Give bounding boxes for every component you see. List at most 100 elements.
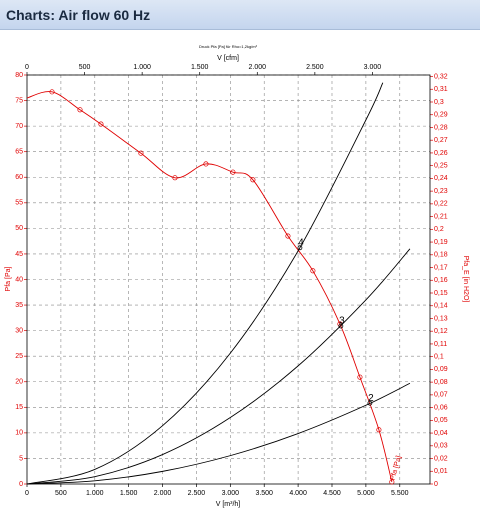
y2-tick-label: 0,17 — [434, 264, 448, 271]
y2-tick-label: 0,07 — [434, 392, 448, 399]
header-title: Charts: Air flow 60 Hz — [6, 7, 151, 23]
x-axis-label: V [m³/h] — [216, 501, 241, 508]
y2-tick-label: 0,04 — [434, 430, 448, 437]
y-axis-label: Pfa [Pa] — [5, 266, 12, 291]
y-tick-label: 55 — [15, 200, 23, 207]
x2-axis-label: V [cfm] — [217, 55, 239, 62]
y2-tick-label: 0,31 — [434, 86, 448, 93]
y2-tick-label: 0,12 — [434, 328, 448, 335]
x2-tick-label: 1.000 — [133, 64, 151, 71]
y2-tick-label: 0,06 — [434, 404, 448, 411]
x-tick-label: 1.500 — [120, 490, 138, 497]
y-tick-label: 25 — [15, 353, 23, 360]
x2-tick-label: 2.000 — [249, 64, 267, 71]
x2-tick-label: 500 — [79, 64, 91, 71]
x-tick-label: 500 — [55, 490, 67, 497]
operating-point — [297, 245, 303, 251]
y2-axis-label: Pfa_E [in H2O] — [462, 256, 469, 303]
y2-tick-label: 0,28 — [434, 124, 448, 131]
y-tick-label: 80 — [15, 72, 23, 79]
y2-tick-label: 0,03 — [434, 443, 448, 450]
y2-tick-label: 0,23 — [434, 188, 448, 195]
x-tick-label: 2.000 — [154, 490, 172, 497]
curve-marker — [172, 175, 178, 181]
operating-point-label: 4 — [298, 237, 304, 248]
y2-tick-label: 0,27 — [434, 137, 448, 144]
x-tick-label: 5.000 — [357, 490, 375, 497]
y2-tick-label: 0,09 — [434, 366, 448, 373]
x2-tick-label: 1.500 — [191, 64, 209, 71]
y2-tick-label: 0,14 — [434, 303, 448, 310]
curve-marker — [98, 121, 104, 127]
y-tick-label: 60 — [15, 174, 23, 181]
y-tick-label: 35 — [15, 302, 23, 309]
y2-tick-label: 0,26 — [434, 150, 448, 157]
operating-point-label: 2 — [368, 393, 374, 404]
curve-marker — [49, 89, 55, 95]
y2-tick-label: 0,05 — [434, 417, 448, 424]
curve-marker — [285, 233, 291, 239]
y2-tick-label: 0,22 — [434, 201, 448, 208]
y2-tick-label: 0,11 — [434, 341, 447, 348]
curve-marker — [357, 374, 363, 380]
y2-tick-label: 0,01 — [434, 468, 448, 475]
curve-label: Pfa [Pa] — [390, 455, 403, 481]
y2-tick-label: 0,02 — [434, 455, 448, 462]
y2-tick-label: 0,24 — [434, 175, 448, 182]
y-tick-label: 0 — [19, 481, 23, 488]
x-tick-label: 1.000 — [86, 490, 104, 497]
x2-tick-label: 0 — [25, 64, 29, 71]
y2-tick-label: 0,1 — [434, 354, 444, 361]
y-tick-label: 5 — [19, 455, 23, 462]
y2-tick-label: 0,3 — [434, 99, 444, 106]
curve — [26, 248, 411, 485]
curve — [26, 82, 384, 485]
x-tick-label: 3.000 — [222, 490, 240, 497]
y2-tick-label: 0 — [434, 481, 438, 488]
curve-marker — [310, 268, 316, 274]
operating-point — [338, 323, 344, 329]
y2-tick-label: 0,19 — [434, 239, 448, 246]
y-tick-label: 50 — [15, 225, 23, 232]
x2-tick-label: 2.500 — [306, 64, 324, 71]
y2-tick-label: 0,2 — [434, 226, 444, 233]
y2-tick-label: 0,29 — [434, 112, 448, 119]
curve-marker — [376, 427, 382, 433]
y2-tick-label: 0,21 — [434, 213, 448, 220]
curve-marker — [203, 161, 209, 167]
chart: Druck Pfa [Pa] für Rho=1,2kg/m³ V [cfm] … — [5, 44, 469, 508]
curve — [26, 91, 393, 483]
y-tick-label: 45 — [15, 251, 23, 258]
chart-title: Druck Pfa [Pa] für Rho=1,2kg/m³ — [199, 44, 258, 49]
plot-frame — [26, 74, 431, 485]
operating-point — [367, 400, 373, 406]
curve-marker — [138, 150, 144, 156]
header: Charts: Air flow 60 Hz — [0, 0, 480, 30]
x-tick-label: 2.500 — [188, 490, 206, 497]
y-tick-label: 40 — [15, 276, 23, 283]
y-tick-label: 65 — [15, 149, 23, 156]
y2-tick-label: 0,18 — [434, 252, 448, 259]
y-tick-label: 30 — [15, 327, 23, 334]
y2-tick-label: 0,32 — [434, 73, 448, 80]
y2-tick-label: 0,15 — [434, 290, 448, 297]
x-tick-label: 0 — [25, 490, 29, 497]
curve-marker — [250, 177, 256, 183]
x-tick-label: 4.000 — [289, 490, 307, 497]
y2-tick-label: 0,16 — [434, 277, 448, 284]
y-tick-label: 70 — [15, 123, 23, 130]
curve-marker — [230, 169, 236, 175]
y2-tick-label: 0,08 — [434, 379, 448, 386]
operating-point-label: 3 — [339, 316, 345, 327]
x-tick-label: 5.500 — [391, 490, 409, 497]
curve — [26, 382, 411, 485]
x-tick-label: 4.500 — [323, 490, 341, 497]
y2-tick-label: 0,25 — [434, 163, 448, 170]
curve-marker — [389, 479, 395, 485]
x2-tick-label: 3.000 — [364, 64, 382, 71]
y-tick-label: 10 — [15, 430, 23, 437]
x-tick-label: 3.500 — [255, 490, 273, 497]
y-tick-label: 75 — [15, 97, 23, 104]
y-tick-label: 15 — [15, 404, 23, 411]
